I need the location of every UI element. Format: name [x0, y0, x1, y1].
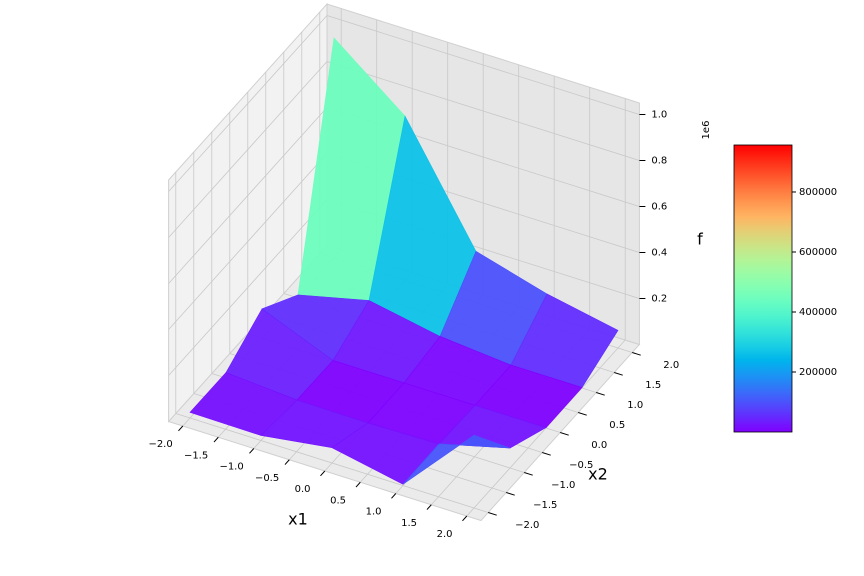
grid-line — [326, 61, 640, 161]
x-tick — [213, 436, 219, 443]
colorbar-tick-label: 800000 — [799, 187, 837, 198]
x-axis-label: x1 — [288, 510, 308, 529]
y-tick — [560, 432, 569, 436]
x-tick — [178, 425, 184, 432]
x-tick — [426, 504, 432, 510]
x-tick — [249, 448, 255, 454]
z-tick-label: 1.0 — [651, 110, 667, 121]
y-tick — [578, 412, 587, 416]
y-tick-label: 1.0 — [627, 400, 643, 411]
x-tick — [462, 515, 468, 522]
z-offset-label: 1e6 — [701, 121, 712, 140]
colorbar-tick-label: 400000 — [799, 307, 837, 318]
x-tick-label: 2.0 — [437, 529, 453, 540]
y-tick-label: −1.5 — [533, 500, 557, 511]
y-tick-label: −0.5 — [569, 460, 593, 471]
x-tick-label: −0.5 — [255, 473, 279, 484]
y-tick-label: 0.5 — [609, 420, 625, 431]
grid-line — [168, 153, 328, 330]
x-tick — [320, 470, 326, 477]
x-tick-label: 1.5 — [401, 518, 417, 529]
y-tick-label: 0.0 — [591, 440, 607, 451]
grid-line — [326, 15, 640, 115]
y-tick — [632, 352, 641, 356]
grid-line — [168, 15, 328, 192]
colorbar-tick-label: 200000 — [799, 367, 837, 378]
z-tick-label: 0.2 — [651, 294, 667, 305]
y-axis-label: x2 — [588, 465, 608, 484]
y-tick — [542, 452, 551, 456]
y-tick-label: 1.5 — [645, 380, 661, 391]
y-tick-label: 2.0 — [663, 360, 679, 371]
z-tick-label: 0.4 — [651, 248, 667, 259]
colorbar-tick-label: 600000 — [799, 247, 837, 258]
z-tick-label: 0.8 — [651, 156, 667, 167]
x-tick-label: −1.5 — [184, 450, 208, 461]
y-tick — [596, 392, 605, 396]
x-tick — [284, 459, 290, 465]
x-tick-label: −2.0 — [148, 439, 172, 450]
x-tick — [355, 481, 361, 488]
grid-line — [168, 107, 328, 284]
x-tick — [391, 493, 397, 499]
x-tick-label: −1.0 — [219, 462, 243, 473]
y-tick — [614, 372, 623, 376]
z-tick-label: 0.6 — [651, 202, 667, 213]
y-tick — [506, 492, 515, 496]
x-tick-label: 0.5 — [330, 495, 346, 506]
y-tick-label: −2.0 — [515, 520, 539, 531]
surface-facet — [402, 434, 511, 485]
x-tick-label: 1.0 — [366, 507, 382, 518]
y-tick — [524, 472, 533, 476]
z-axis-label: f — [697, 230, 703, 249]
grid-line — [168, 199, 328, 376]
grid-line — [175, 413, 489, 513]
y-tick — [488, 512, 497, 516]
colorbar — [733, 144, 793, 433]
grid-line — [168, 61, 328, 238]
x-tick-label: 0.0 — [295, 484, 311, 495]
y-tick-label: −1.0 — [551, 480, 575, 491]
